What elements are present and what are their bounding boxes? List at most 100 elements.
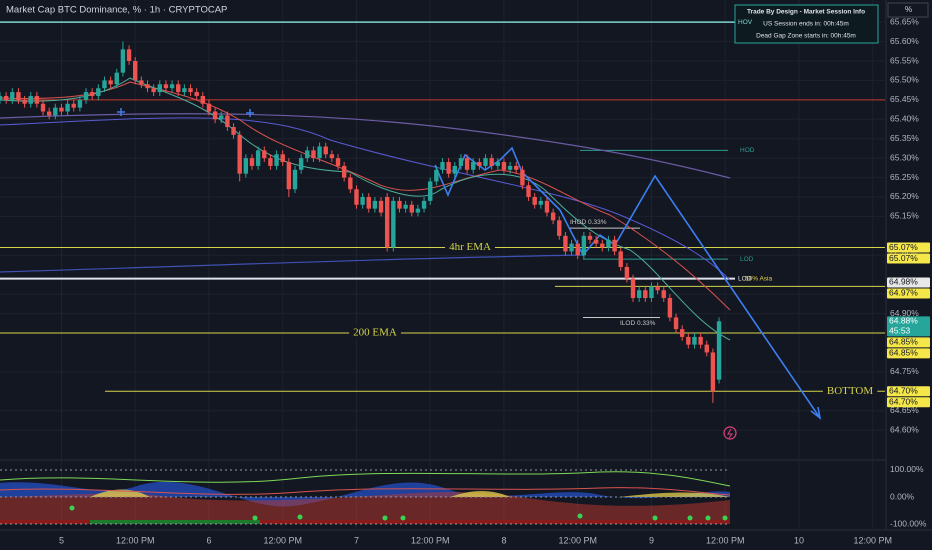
candle-body bbox=[40, 103, 46, 112]
candle-body bbox=[446, 162, 451, 174]
level-label: LOD bbox=[740, 256, 754, 263]
x-tick-label: 5 bbox=[59, 535, 64, 545]
y-tick-label: 65.45% bbox=[890, 94, 919, 104]
candle-body bbox=[3, 95, 9, 100]
candle-body bbox=[286, 162, 292, 190]
level-label-bg bbox=[445, 240, 495, 255]
candle-body bbox=[243, 158, 249, 174]
candle-body bbox=[538, 200, 544, 205]
candle-body bbox=[28, 95, 33, 104]
candle-body bbox=[464, 158, 470, 170]
indicator-line bbox=[0, 471, 731, 487]
indicator-line bbox=[0, 487, 731, 496]
candle-body bbox=[71, 103, 76, 108]
candle-body bbox=[298, 158, 304, 170]
candle-body bbox=[704, 344, 709, 353]
candle-body bbox=[139, 80, 144, 85]
price-label: 64.70% bbox=[889, 397, 918, 407]
x-tick-label: 12:00 PM bbox=[263, 535, 302, 545]
candle-body bbox=[292, 169, 298, 190]
x-tick-label: 7 bbox=[354, 535, 359, 545]
candle-body bbox=[348, 177, 353, 190]
price-label: 64.88% bbox=[889, 316, 918, 326]
candle-body bbox=[507, 165, 513, 170]
y-tick-label: 64.65% bbox=[890, 405, 919, 415]
y-tick-label: 65.35% bbox=[890, 133, 919, 143]
indicator-dots bbox=[69, 505, 728, 521]
candle-body bbox=[366, 196, 371, 209]
candle-body bbox=[575, 243, 580, 256]
y-tick-label: 64.60% bbox=[890, 424, 919, 434]
y-tick-label: 64.75% bbox=[890, 366, 919, 376]
candle-body bbox=[452, 165, 457, 174]
candle-body bbox=[563, 235, 568, 252]
candle-body bbox=[354, 189, 359, 205]
y-tick-label: 65.20% bbox=[890, 191, 919, 201]
candle-body bbox=[661, 290, 666, 299]
indicator-tick-label: -100.00% bbox=[890, 518, 927, 528]
price-label-bg bbox=[887, 397, 930, 408]
candle-body bbox=[581, 235, 587, 256]
candle-body bbox=[188, 88, 193, 93]
candle-body bbox=[34, 95, 40, 104]
y-tick-label: 65.55% bbox=[890, 55, 919, 65]
indicator-strip bbox=[0, 520, 730, 524]
y-tick-label: 65.65% bbox=[890, 16, 919, 26]
price-label-bg bbox=[887, 253, 930, 264]
unit-box bbox=[887, 2, 929, 18]
candle-body bbox=[403, 204, 408, 209]
x-tick-label: 6 bbox=[206, 535, 211, 545]
drawings bbox=[0, 77, 822, 524]
candle-body bbox=[323, 146, 328, 155]
indicator-area bbox=[0, 491, 730, 520]
candle-body bbox=[274, 154, 279, 166]
candle-body bbox=[200, 95, 206, 104]
price-label-bg bbox=[887, 348, 930, 359]
alert-icon bbox=[723, 426, 737, 440]
candle-body bbox=[434, 169, 439, 182]
candle-body bbox=[501, 162, 507, 170]
candle-body bbox=[268, 158, 273, 166]
candle-body bbox=[716, 321, 722, 380]
candle-body bbox=[667, 298, 673, 318]
candle-body bbox=[46, 111, 52, 116]
candle-body bbox=[120, 49, 126, 73]
candle-body bbox=[514, 165, 519, 170]
y-tick-label: 65.40% bbox=[890, 114, 919, 124]
indicator-area bbox=[0, 481, 730, 507]
candle-body bbox=[612, 239, 617, 252]
x-tick-label: 12:00 PM bbox=[853, 535, 892, 545]
candle-body bbox=[495, 162, 501, 166]
info-title: Trade By Design - Market Session Info bbox=[747, 9, 865, 16]
x-tick-label: 9 bbox=[649, 535, 654, 545]
price-label: 64.98% bbox=[889, 277, 918, 287]
candle-body bbox=[372, 200, 378, 209]
candle-body bbox=[329, 154, 335, 159]
candle-body bbox=[77, 99, 83, 108]
candle-body bbox=[384, 196, 390, 248]
x-tick-label: 12:00 PM bbox=[558, 535, 597, 545]
x-tick-label: 10 bbox=[794, 535, 804, 545]
candle-body bbox=[157, 84, 162, 93]
level-label-bg bbox=[349, 325, 401, 340]
candle-body bbox=[114, 72, 119, 85]
level-label: BOTTOM bbox=[827, 385, 873, 397]
candle-body bbox=[655, 286, 660, 291]
candle-body bbox=[489, 158, 494, 166]
level-label: 50% Asia bbox=[745, 275, 772, 282]
candle-body bbox=[526, 185, 531, 197]
candle-body bbox=[686, 336, 691, 345]
level-label: IHOD 0.33% bbox=[570, 219, 607, 226]
y-tick-label: 65.30% bbox=[890, 152, 919, 162]
candle-body bbox=[520, 169, 525, 186]
y-tick-label: 65.25% bbox=[890, 172, 919, 182]
price-label-bg bbox=[887, 337, 930, 348]
candle-body bbox=[151, 88, 156, 93]
x-tick-label: 12:00 PM bbox=[116, 535, 155, 545]
candle-body bbox=[636, 290, 642, 299]
candle-body bbox=[16, 92, 21, 100]
info-line: Dead Gap Zone starts in: 00h:45m bbox=[756, 33, 856, 40]
candle-body bbox=[176, 84, 181, 93]
candle-body bbox=[0, 95, 3, 100]
candle-body bbox=[397, 200, 402, 209]
